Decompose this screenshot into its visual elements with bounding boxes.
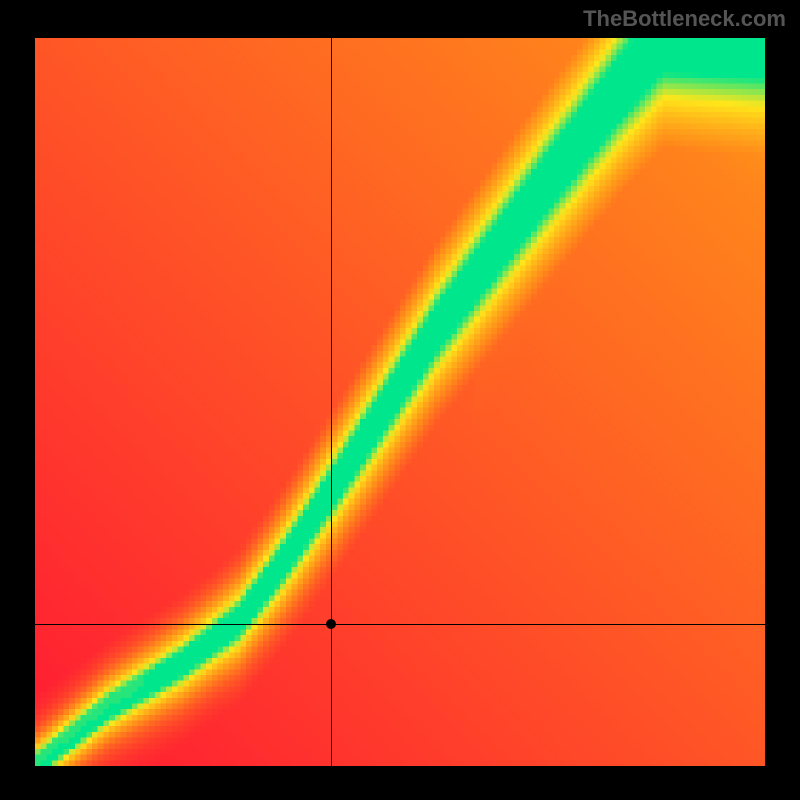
crosshair-horizontal	[35, 624, 765, 625]
heatmap-canvas	[35, 38, 765, 766]
plot-area	[35, 38, 765, 766]
marker-point	[326, 619, 336, 629]
watermark-text: TheBottleneck.com	[583, 6, 786, 32]
crosshair-vertical	[331, 38, 332, 766]
chart-container: TheBottleneck.com	[0, 0, 800, 800]
